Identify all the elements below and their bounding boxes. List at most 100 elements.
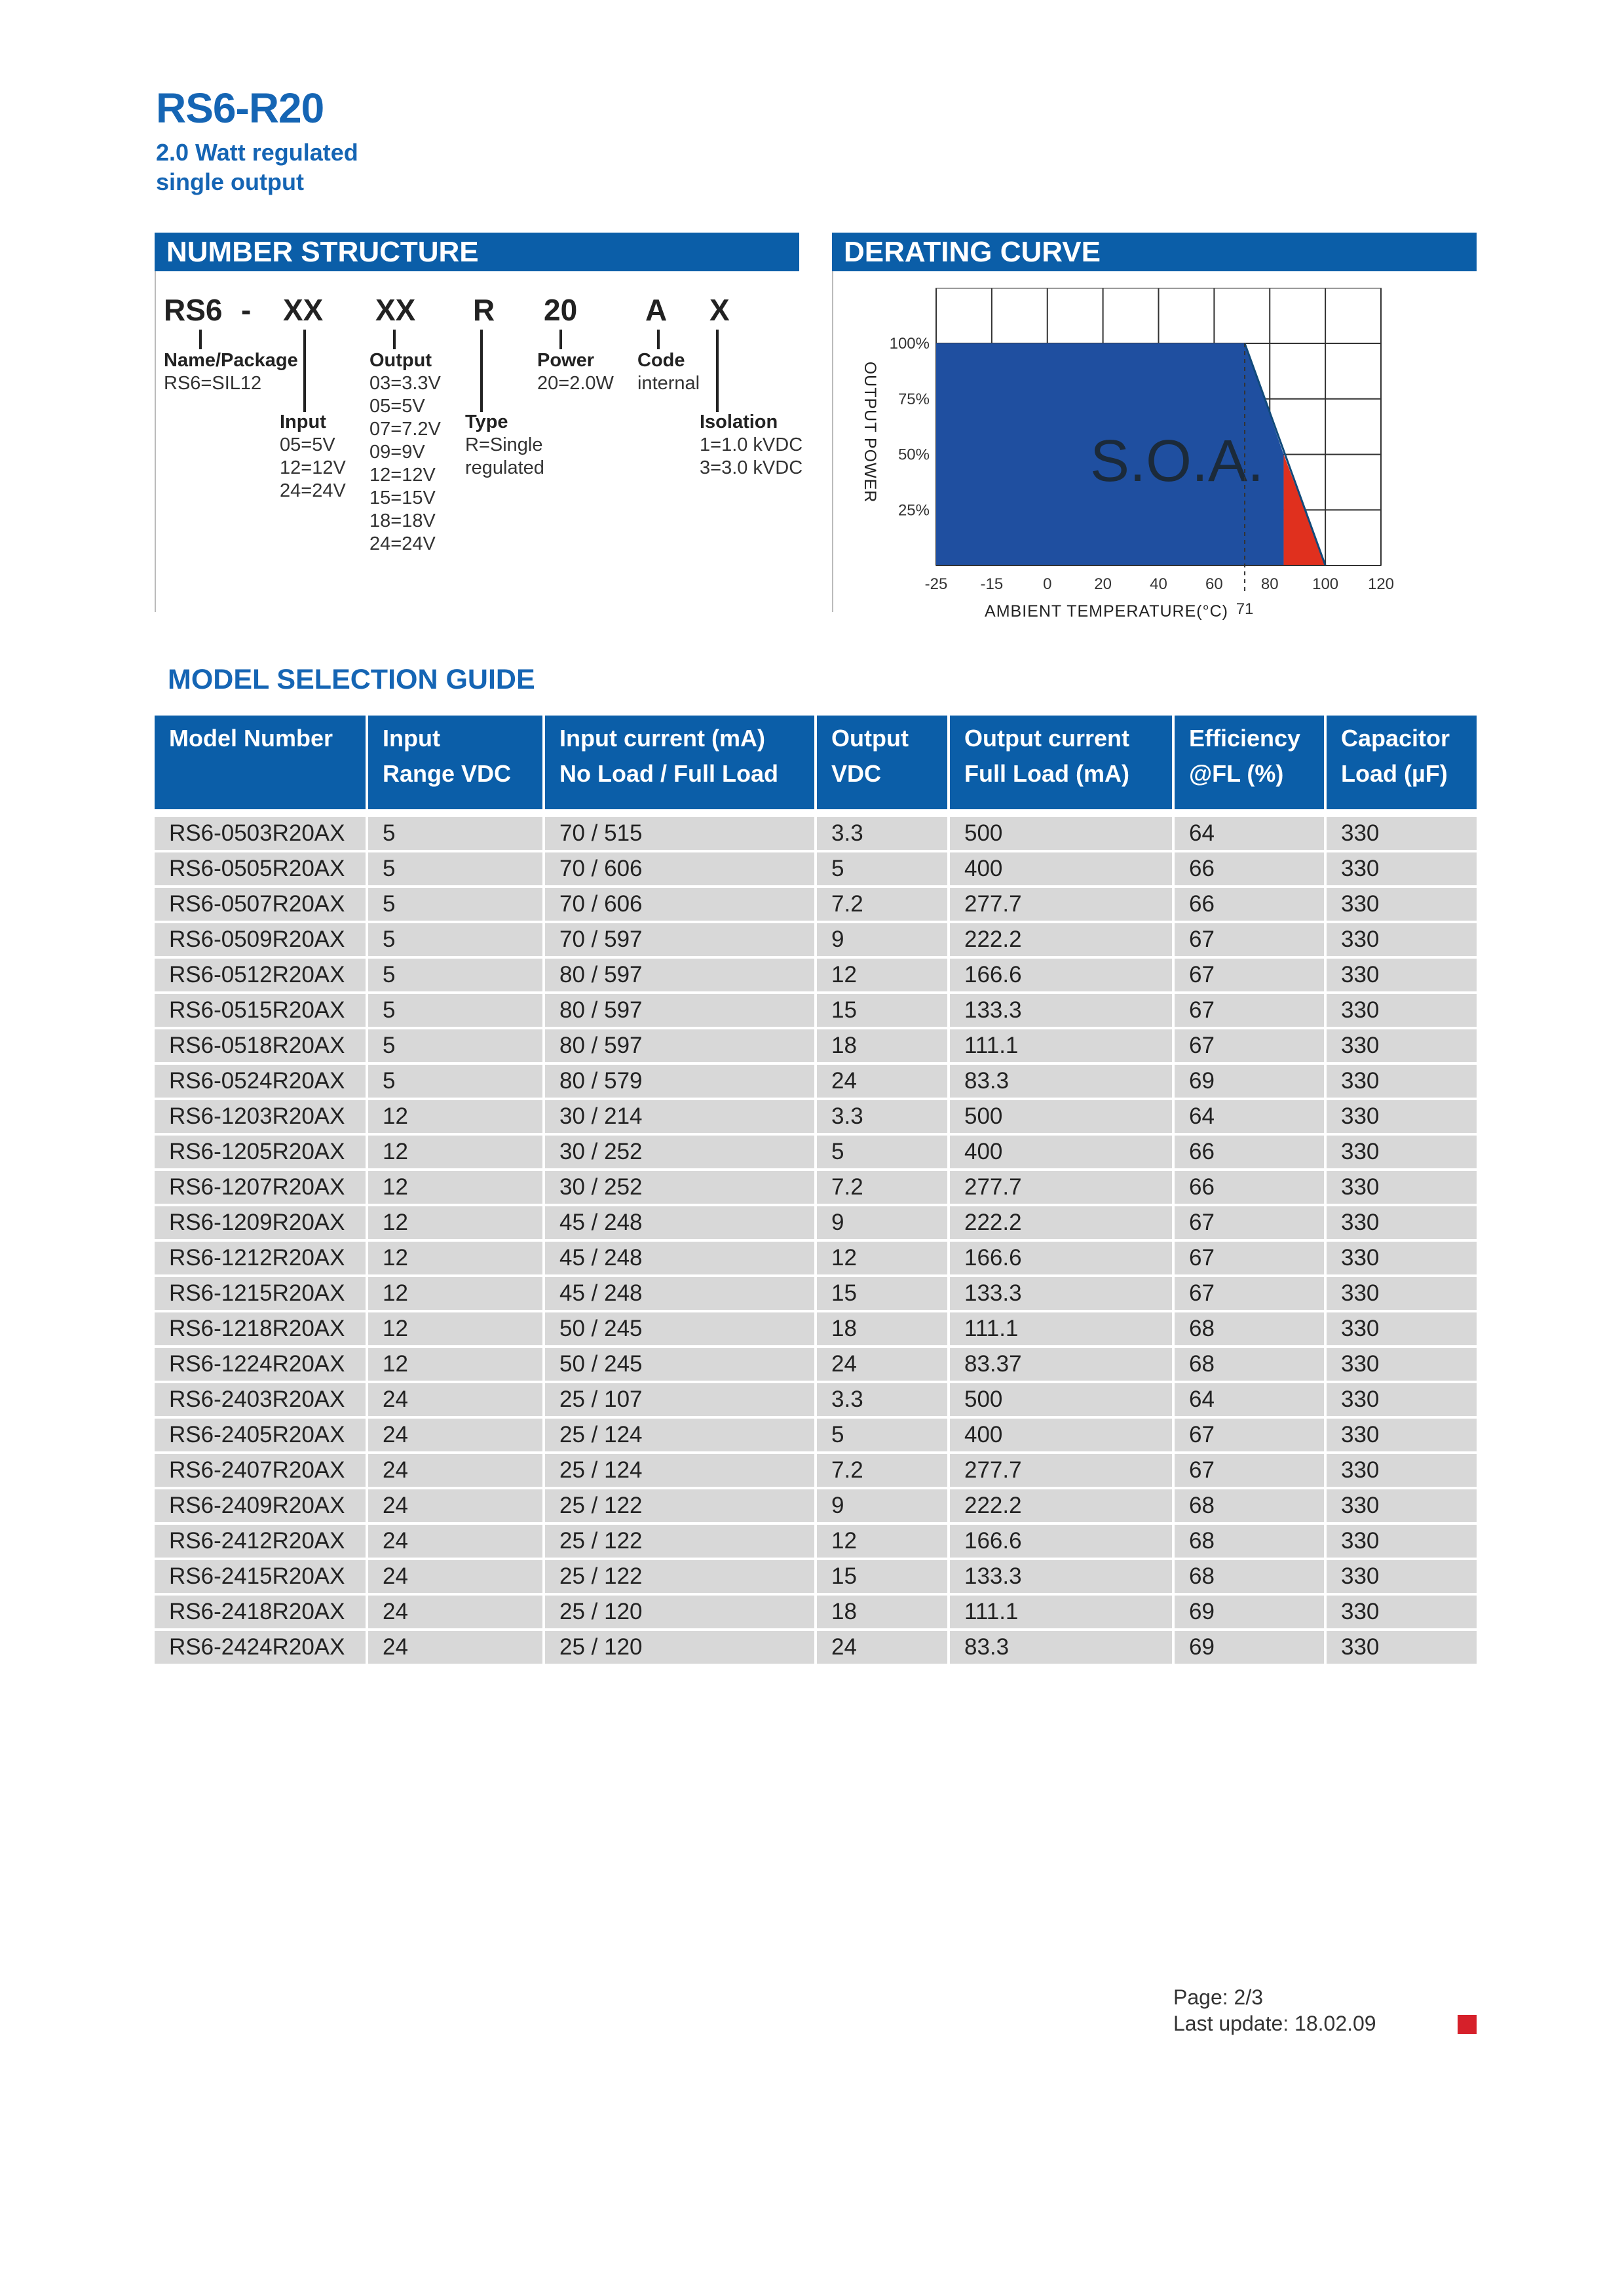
table-cell: RS6-1209R20AX [155, 1206, 368, 1242]
table-cell: 330 [1327, 1029, 1477, 1065]
table-cell: 330 [1327, 1383, 1477, 1419]
table-cell: 12 [817, 959, 950, 994]
table-cell: 69 [1175, 1065, 1327, 1100]
table-cell: 64 [1175, 1100, 1327, 1136]
table-cell: 330 [1327, 809, 1477, 852]
column-header-line: Range VDC [383, 760, 512, 787]
table-cell: 24 [817, 1348, 950, 1383]
x-tick-label: 80 [1261, 575, 1279, 593]
field-label: Input [280, 411, 326, 432]
table-cell: 330 [1327, 1348, 1477, 1383]
table-row: RS6-2403R20AX 24 25 / 107 3.3 500 64 330 [155, 1383, 1477, 1419]
field-value: 07=7.2V [369, 419, 441, 440]
table-cell: 18 [817, 1596, 950, 1631]
table-row: RS6-1203R20AX 12 30 / 214 3.3 500 64 330 [155, 1100, 1477, 1136]
soa-label: S.O.A. [1090, 429, 1264, 494]
field-value: R=Single [465, 434, 543, 455]
field-input: Input 05=5V 12=12V 24=24V [280, 411, 346, 503]
field-value: 12=12V [369, 465, 436, 486]
code-rs6: RS6 [164, 293, 223, 327]
table-cell: 12 [368, 1348, 545, 1383]
table-row: RS6-0515R20AX 5 80 / 597 15 133.3 67 330 [155, 994, 1477, 1029]
table-cell: 67 [1175, 1277, 1327, 1312]
table-cell: RS6-2409R20AX [155, 1489, 368, 1525]
table-cell: 330 [1327, 1631, 1477, 1666]
brand-marker-square [1458, 2015, 1477, 2034]
field-label: Type [465, 411, 508, 432]
table-cell: 68 [1175, 1312, 1327, 1348]
table-cell: 68 [1175, 1560, 1327, 1596]
column-header-line: Output [831, 725, 909, 752]
column-header-line: Model Number [169, 725, 333, 752]
y-tick-label: 25% [898, 501, 930, 519]
table-row: RS6-1207R20AX 12 30 / 252 7.2 277.7 66 330 [155, 1171, 1477, 1206]
field-power: Power 20=2.0W [537, 349, 614, 395]
table-cell: 5 [817, 1419, 950, 1454]
table-row: RS6-2407R20AX 24 25 / 124 7.2 277.7 67 330 [155, 1454, 1477, 1489]
table-cell: 12 [368, 1242, 545, 1277]
column-header-line: @FL (%) [1189, 760, 1284, 787]
table-cell: RS6-2405R20AX [155, 1419, 368, 1454]
table-cell: 69 [1175, 1596, 1327, 1631]
table-cell: 24 [368, 1383, 545, 1419]
table-cell: 50 / 245 [545, 1348, 817, 1383]
table-cell: 5 [368, 923, 545, 959]
table-row: RS6-2405R20AX 24 25 / 124 5 400 67 330 [155, 1419, 1477, 1454]
table-cell: RS6-0503R20AX [155, 809, 368, 852]
x-tick-label: 0 [1043, 575, 1051, 593]
table-row: RS6-2412R20AX 24 25 / 122 12 166.6 68 330 [155, 1525, 1477, 1560]
subtitle-line-1: 2.0 Watt regulated [156, 139, 358, 166]
page-title: RS6-R20 [156, 85, 324, 132]
table-cell: 12 [368, 1171, 545, 1206]
table-cell: RS6-0509R20AX [155, 923, 368, 959]
table-cell: RS6-2418R20AX [155, 1596, 368, 1631]
derating-chart: S.O.A. 71 -25 -15 0 20 40 60 80 100 120 100% 75% 50% 2… [861, 288, 1394, 621]
table-cell: 400 [950, 1136, 1175, 1171]
connector-line [480, 330, 483, 412]
table-cell: 24 [368, 1631, 545, 1666]
table-cell: 66 [1175, 888, 1327, 923]
table-cell: 330 [1327, 1100, 1477, 1136]
table-cell: 70 / 606 [545, 852, 817, 888]
table-cell: 25 / 107 [545, 1383, 817, 1419]
table-cell: 12 [368, 1312, 545, 1348]
table-cell: 5 [368, 1029, 545, 1065]
table-cell: 5 [368, 888, 545, 923]
table-cell: 277.7 [950, 1454, 1175, 1489]
table-row: RS6-0505R20AX 5 70 / 606 5 400 66 330 [155, 852, 1477, 888]
table-cell: 15 [817, 1560, 950, 1596]
x-tick-label: 100 [1312, 575, 1338, 593]
table-cell: 80 / 597 [545, 1029, 817, 1065]
table-cell: 25 / 122 [545, 1560, 817, 1596]
table-cell: 330 [1327, 1596, 1477, 1631]
table-cell: 24 [368, 1454, 545, 1489]
column-header-line: Load (µF) [1341, 760, 1448, 787]
column-header: Model Number [155, 716, 368, 809]
table-row: RS6-1218R20AX 12 50 / 245 18 111.1 68 330 [155, 1312, 1477, 1348]
field-label: Output [369, 350, 432, 371]
table-cell: 25 / 122 [545, 1489, 817, 1525]
derating-line [1243, 343, 1327, 566]
table-cell: 25 / 120 [545, 1631, 817, 1666]
table-cell: 67 [1175, 923, 1327, 959]
table-cell: RS6-1205R20AX [155, 1136, 368, 1171]
table-cell: 500 [950, 1100, 1175, 1136]
table-cell: 67 [1175, 994, 1327, 1029]
field-value: 24=24V [280, 480, 346, 501]
column-header: Input Range VDC [368, 716, 545, 809]
table-cell: 24 [817, 1065, 950, 1100]
table-row: RS6-0503R20AX 5 70 / 515 3.3 500 64 330 [155, 809, 1477, 852]
table-cell: 67 [1175, 1029, 1327, 1065]
table-cell: RS6-2415R20AX [155, 1560, 368, 1596]
table-cell: 15 [817, 994, 950, 1029]
table-cell: 64 [1175, 809, 1327, 852]
table-cell: 83.3 [950, 1065, 1175, 1100]
model-selection-table: Model Number Input Range VDC Input current … [155, 716, 1477, 1666]
table-cell: 277.7 [950, 888, 1175, 923]
table-cell: 66 [1175, 852, 1327, 888]
table-cell: 330 [1327, 1171, 1477, 1206]
connector-line [303, 330, 306, 412]
table-cell: 80 / 597 [545, 994, 817, 1029]
table-cell: 330 [1327, 1065, 1477, 1100]
table-cell: 9 [817, 1206, 950, 1242]
